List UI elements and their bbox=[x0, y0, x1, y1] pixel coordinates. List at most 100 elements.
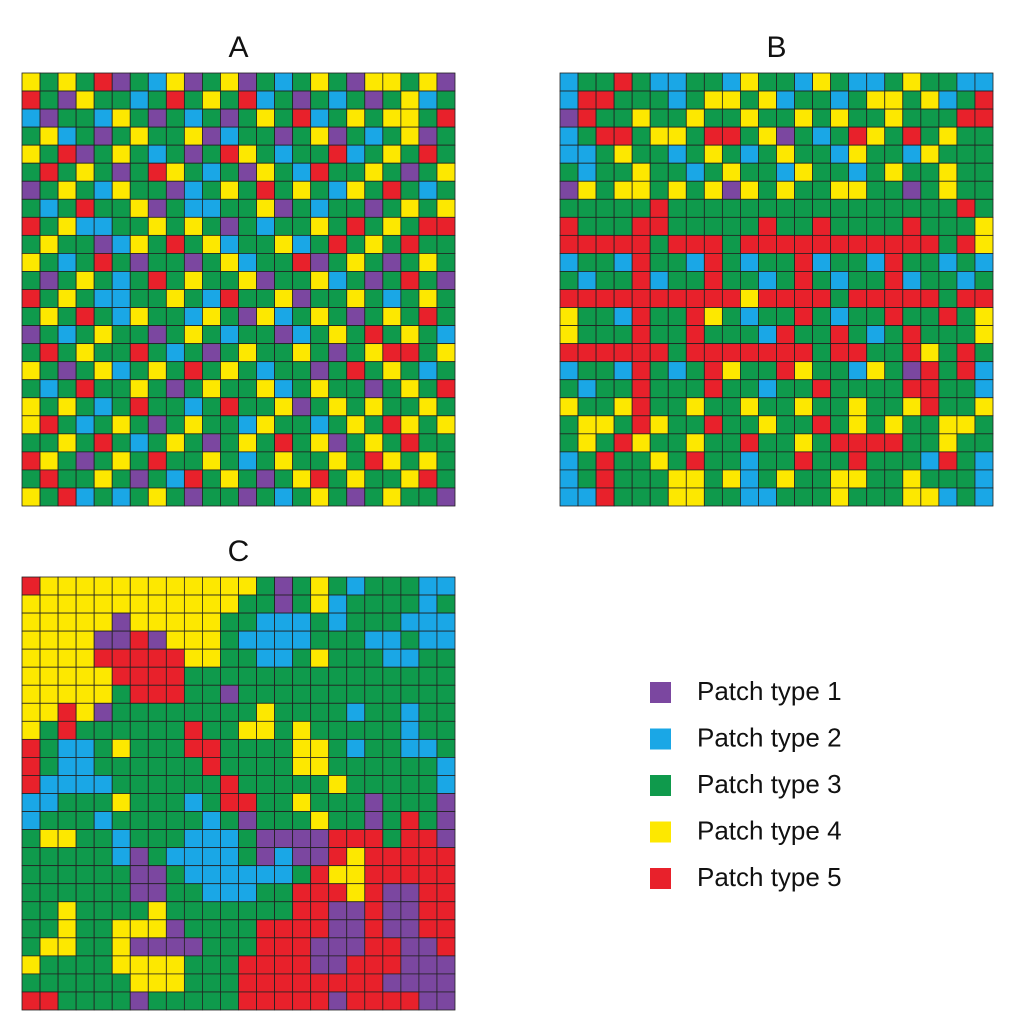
patch-cell bbox=[740, 451, 759, 471]
patch-cell bbox=[631, 379, 651, 399]
patch-cell bbox=[418, 325, 438, 345]
patch-cell bbox=[111, 702, 131, 722]
patch-cell bbox=[866, 487, 886, 507]
patch-cell bbox=[202, 72, 221, 92]
patch-cell bbox=[93, 847, 113, 867]
patch-cell bbox=[75, 775, 95, 794]
patch-cell bbox=[400, 487, 420, 507]
patch-cell bbox=[129, 307, 149, 326]
patch-cell bbox=[202, 702, 221, 722]
patch-cell bbox=[21, 415, 41, 435]
patch-cell bbox=[794, 397, 813, 417]
patch-cell bbox=[418, 198, 438, 218]
patch-cell bbox=[165, 415, 185, 435]
patch-cell bbox=[577, 126, 597, 146]
patch-cell bbox=[147, 576, 167, 596]
patch-cell bbox=[274, 829, 294, 849]
patch-cell bbox=[577, 72, 597, 92]
patch-cell bbox=[703, 126, 723, 146]
patch-cell bbox=[183, 793, 203, 812]
patch-cell bbox=[292, 576, 312, 596]
patch-cell bbox=[183, 415, 203, 435]
patch-cell bbox=[328, 630, 348, 650]
patch-cell bbox=[595, 216, 615, 236]
patch-cell bbox=[292, 90, 312, 110]
patch-cell bbox=[938, 90, 958, 110]
patch-cell bbox=[364, 397, 384, 417]
patch-cell bbox=[346, 162, 366, 182]
patch-cell bbox=[400, 738, 420, 758]
patch-cell bbox=[75, 162, 95, 182]
patch-cell bbox=[830, 108, 850, 128]
patch-cell bbox=[129, 379, 149, 399]
patch-cell bbox=[75, 576, 95, 596]
patch-cell bbox=[649, 253, 669, 272]
patch-cell bbox=[93, 684, 113, 704]
patch-cell bbox=[418, 955, 438, 975]
patch-cell bbox=[220, 379, 239, 399]
patch-cell bbox=[794, 415, 813, 435]
patch-cell bbox=[649, 487, 669, 507]
patch-cell bbox=[21, 757, 41, 776]
patch-cell bbox=[595, 90, 615, 110]
patch-cell bbox=[256, 90, 275, 110]
patch-cell bbox=[436, 738, 456, 758]
patch-cell bbox=[436, 612, 456, 632]
patch-cell bbox=[256, 108, 275, 128]
patch-cell bbox=[220, 684, 239, 704]
patch-cell bbox=[400, 253, 420, 272]
patch-cell bbox=[721, 397, 741, 417]
patch-cell bbox=[165, 720, 185, 740]
patch-cell bbox=[93, 72, 113, 92]
patch-cell bbox=[39, 216, 59, 236]
patch-cell bbox=[667, 72, 687, 92]
patch-cell bbox=[93, 901, 113, 921]
patch-cell bbox=[310, 594, 330, 614]
patch-cell bbox=[310, 973, 330, 993]
patch-cell bbox=[436, 325, 456, 345]
patch-cell bbox=[93, 253, 113, 272]
patch-cell bbox=[776, 469, 795, 489]
patch-cell bbox=[938, 253, 958, 272]
patch-cell bbox=[631, 433, 651, 453]
patch-cell bbox=[400, 702, 420, 722]
patch-cell bbox=[418, 684, 438, 704]
patch-cell bbox=[884, 397, 904, 417]
patch-cell bbox=[57, 487, 77, 507]
patch-cell bbox=[39, 901, 59, 921]
patch-cell bbox=[685, 379, 705, 399]
patch-cell bbox=[75, 397, 95, 417]
patch-cell bbox=[974, 90, 994, 110]
patch-cell bbox=[812, 289, 832, 308]
patch-cell bbox=[328, 451, 348, 471]
patch-cell bbox=[382, 271, 402, 290]
patch-cell bbox=[310, 955, 330, 975]
patch-cell bbox=[436, 162, 456, 182]
patch-cell bbox=[57, 865, 77, 885]
patch-cell bbox=[183, 991, 203, 1011]
patch-cell bbox=[75, 919, 95, 939]
patch-cell bbox=[703, 271, 723, 290]
patch-cell bbox=[830, 361, 850, 381]
patch-cell bbox=[165, 973, 185, 993]
patch-cell bbox=[238, 144, 257, 164]
patch-cell bbox=[884, 289, 904, 308]
patch-cell bbox=[848, 234, 868, 254]
patch-cell bbox=[238, 901, 257, 921]
patch-cell bbox=[220, 469, 239, 489]
patch-cell bbox=[39, 126, 59, 146]
patch-cell bbox=[129, 180, 149, 200]
patch-cell bbox=[147, 469, 167, 489]
patch-cell bbox=[292, 937, 312, 957]
patch-cell bbox=[577, 234, 597, 254]
patch-cell bbox=[75, 702, 95, 722]
patch-cell bbox=[39, 289, 59, 308]
patch-cell bbox=[956, 126, 976, 146]
patch-cell bbox=[274, 144, 294, 164]
patch-cell bbox=[57, 937, 77, 957]
patch-cell bbox=[364, 775, 384, 794]
patch-cell bbox=[346, 576, 366, 596]
patch-cell bbox=[147, 630, 167, 650]
patch-cell bbox=[238, 919, 257, 939]
patch-cell bbox=[274, 325, 294, 345]
